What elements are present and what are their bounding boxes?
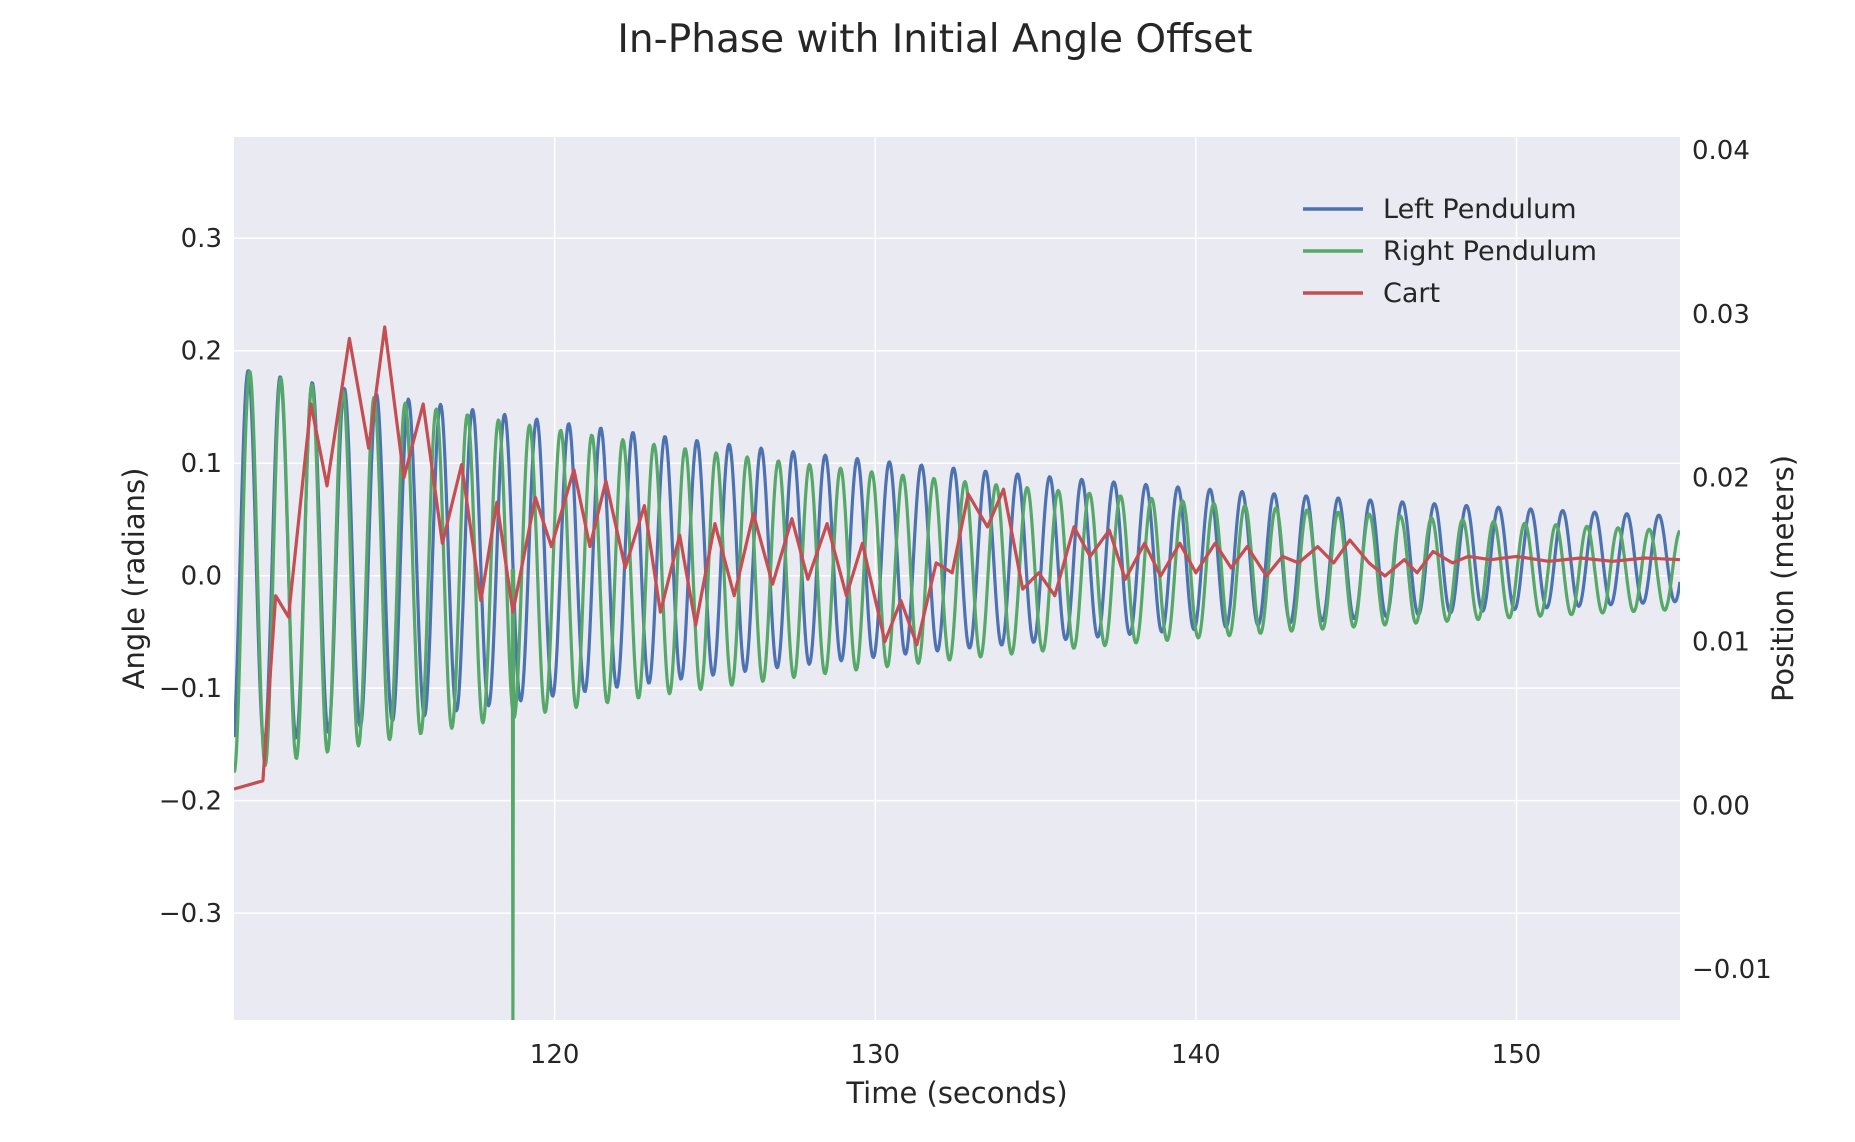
y2-tick-label: 0.02 [1692, 464, 1750, 494]
x-tick-label: 150 [1492, 1040, 1542, 1070]
legend-label: Cart [1383, 278, 1440, 309]
legend-label: Right Pendulum [1383, 236, 1597, 267]
legend: Left Pendulum Right Pendulum Cart [1303, 194, 1597, 309]
x-tick-label: 120 [530, 1040, 580, 1070]
y-tick-label: 0.2 [181, 337, 222, 367]
tick-labels: 120 130 140 150 −0.3 −0.2 −0.1 0.0 0.1 0.2 0.3 −0.0… [159, 136, 1772, 1070]
y2-tick-label: 0.00 [1692, 791, 1750, 821]
y-tick-label: 0.1 [181, 449, 222, 479]
series-line-right-pendulum [234, 370, 1680, 1020]
y-tick-label: −0.3 [159, 899, 222, 929]
x-tick-label: 140 [1171, 1040, 1221, 1070]
x-tick-label: 130 [850, 1040, 900, 1070]
y-tick-label: −0.1 [159, 674, 222, 704]
series-line-cart [234, 325, 1680, 791]
y2-tick-label: 0.04 [1692, 136, 1750, 166]
y2-tick-label: 0.01 [1692, 628, 1750, 658]
x-axis-label: Time (seconds) [845, 1076, 1067, 1110]
legend-label: Left Pendulum [1383, 194, 1577, 225]
y2-tick-label: 0.03 [1692, 300, 1750, 330]
y2-tick-label: −0.01 [1692, 955, 1772, 985]
y-tick-label: 0.3 [181, 224, 222, 254]
y2-axis-label: Position (meters) [1766, 455, 1800, 702]
series-line-left-pendulum [234, 369, 1680, 746]
y-tick-label: 0.0 [181, 562, 222, 592]
y-tick-label: −0.2 [159, 787, 222, 817]
y-axis-label: Angle (radians) [117, 468, 151, 690]
series-layer [234, 325, 1680, 1020]
chart-title: In-Phase with Initial Angle Offset [617, 17, 1252, 62]
